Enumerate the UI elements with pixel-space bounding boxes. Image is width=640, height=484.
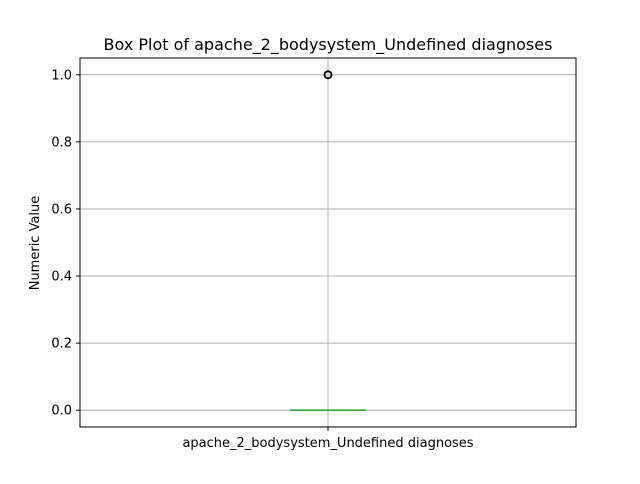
grid-layer (80, 58, 576, 427)
y-axis-label: Numeric Value (28, 196, 43, 291)
ticks-layer: 0.0 0.2 0.4 0.6 0.8 1.0 apache_2_bodysystem_Un… (51, 68, 473, 451)
y-tick-label: 0.8 (51, 135, 72, 150)
x-tick-label: apache_2_bodysystem_Undefined diagnoses (182, 436, 473, 451)
y-tick-label: 0.2 (51, 337, 72, 352)
y-tick-label: 0.4 (51, 270, 72, 285)
chart-title: Box Plot of apache_2_bodysystem_Undefine… (104, 35, 553, 55)
y-tick-label: 0.0 (51, 404, 72, 419)
y-tick-label: 1.0 (51, 68, 72, 83)
y-tick-label: 0.6 (51, 202, 72, 217)
